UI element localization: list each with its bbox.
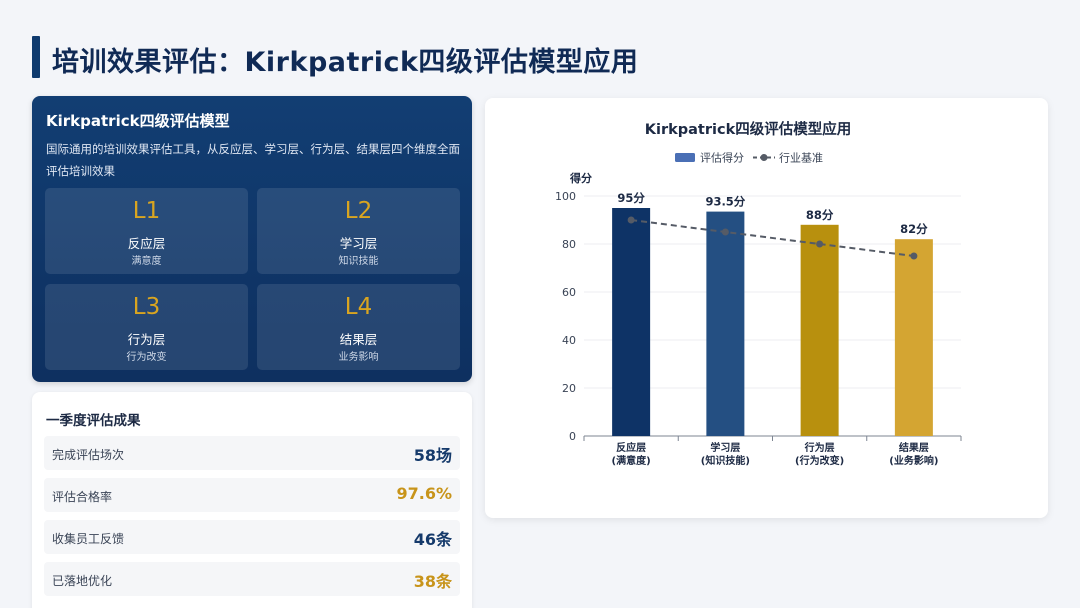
y-tick-label: 60 [562,286,576,299]
x-tick-label: 反应层 [616,441,646,454]
level-code: L3 [132,294,161,320]
result-value: 46条 [413,530,452,549]
benchmark-point [627,216,635,224]
chart-title: Kirkpatrick四级评估模型应用 [645,120,851,138]
result-label: 完成评估场次 [52,448,125,462]
level-name: 结果层 [339,332,378,347]
bar [706,211,745,436]
model-title: Kirkpatrick四级评估模型 [46,112,230,130]
y-tick-label: 0 [569,430,576,443]
level-sub: 行为改变 [126,352,167,363]
x-tick-label: 行为层 [804,441,835,454]
benchmark-point [910,252,918,260]
y-tick-label: 20 [562,382,576,395]
level-code: L4 [344,294,373,320]
bar-value-label: 82分 [900,222,928,236]
benchmark-point [721,228,729,236]
x-tick-label-sub: (业务影响) [889,454,938,467]
legend-line-marker [760,154,768,161]
level-name: 学习层 [339,236,378,251]
result-value: 38条 [413,572,452,591]
level-code: L1 [132,198,161,224]
x-tick-label-sub: (满意度) [612,454,651,467]
level-sub: 业务影响 [338,352,379,363]
y-tick-label: 100 [555,190,576,203]
result-label: 评估合格率 [52,490,113,504]
result-label: 已落地优化 [52,574,113,588]
model-card: Kirkpatrick四级评估模型 国际通用的培训效果评估工具，从反应层、学习层… [32,96,472,382]
benchmark-point [816,240,824,248]
y-tick-label: 80 [562,238,576,251]
result-row: 收集员工反馈 46条 [44,520,460,554]
results-title: 一季度评估成果 [46,413,141,429]
title-accent-bar [32,36,40,78]
model-description: 国际通用的培训效果评估工具，从反应层、学习层、行为层、结果层四个维度全面评估培训… [46,142,460,178]
bar-value-label: 88分 [806,208,834,222]
legend-label: 评估得分 [700,152,744,165]
bar [894,239,933,436]
x-tick-label-sub: (行为改变) [795,454,844,467]
level-card-l4: L4 结果层 业务影响 [257,284,460,370]
benchmark-line [630,219,915,257]
result-value: 58场 [413,446,452,465]
bar [800,224,839,436]
bar [612,208,651,436]
level-name: 反应层 [127,236,166,251]
x-tick-label: 结果层 [899,441,929,454]
chart-card: Kirkpatrick四级评估模型应用评估得分 行业基准得分 0 20 40 60 80 10… [485,98,1048,518]
level-sub: 知识技能 [338,256,379,267]
level-sub: 满意度 [131,256,162,267]
results-card: 一季度评估成果 完成评估场次 58场 评估合格率 97.6% 收集员工反馈 46… [32,392,472,608]
legend-label: 行业基准 [779,152,823,165]
level-card-l2: L2 学习层 知识技能 [257,188,460,274]
result-label: 收集员工反馈 [52,532,125,546]
level-card-l3: L3 行为层 行为改变 [45,284,248,370]
y-axis-label: 得分 [569,171,592,185]
level-code: L2 [344,198,373,224]
result-row: 评估合格率 97.6% [44,478,460,512]
x-tick-label-sub: (知识技能) [701,454,750,467]
result-row: 已落地优化 38条 [44,562,460,596]
bar-value-label: 95分 [617,191,645,205]
level-name: 行为层 [127,332,166,347]
result-value: 97.6% [396,484,452,503]
page-title: 培训效果评估：Kirkpatrick四级评估模型应用 [52,47,639,78]
legend-bar-swatch [675,153,695,162]
level-card-l1: L1 反应层 满意度 [45,188,248,274]
bar-value-label: 93.5分 [705,195,745,209]
result-row: 完成评估场次 58场 [44,436,460,470]
x-tick-label: 学习层 [710,441,740,454]
y-tick-label: 40 [562,334,576,347]
